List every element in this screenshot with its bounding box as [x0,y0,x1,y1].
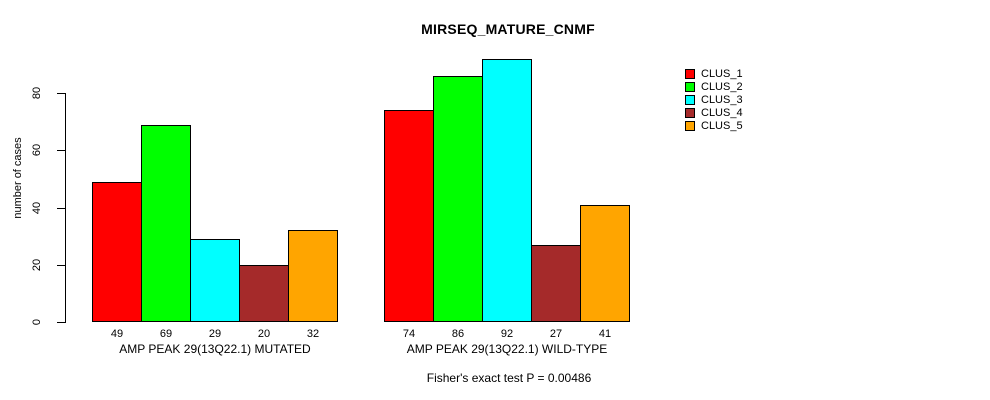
x-axis-category-label: AMP PEAK 29(13Q22.1) WILD-TYPE [406,342,608,356]
legend-swatch-clus_2 [685,82,695,92]
bar-value-label: 74 [402,328,416,340]
y-axis-tick [57,208,65,209]
legend-item-clus_4: CLUS_4 [685,107,795,120]
y-axis-line [65,93,66,323]
bar-clus_3-group2 [482,58,532,322]
y-axis-label: number of cases [12,137,24,219]
bar-clus_2-group2 [433,75,483,322]
bar-clus_2-group1 [141,124,191,322]
bar-value-label: 69 [159,328,173,340]
y-axis-tick-label: 40 [31,201,43,215]
legend-item-clus_5: CLUS_5 [685,120,795,133]
y-axis-tick [57,265,65,266]
bar-value-label: 92 [500,328,514,340]
fisher-test-annotation: Fisher's exact test P = 0.00486 [426,371,592,385]
bar-clus_4-group1 [239,264,289,323]
y-axis-tick [57,93,65,94]
legend-swatch-clus_3 [685,95,695,105]
bar-value-label: 32 [306,328,320,340]
legend-swatch-clus_1 [685,69,695,79]
bar-clus_5-group2 [580,204,630,322]
legend-label: CLUS_2 [701,81,743,93]
x-axis-category-label: AMP PEAK 29(13Q22.1) MUTATED [119,342,311,356]
bar-clus_3-group1 [190,239,240,322]
bar-value-label: 29 [208,328,222,340]
legend-label: CLUS_3 [701,94,743,106]
legend-label: CLUS_1 [701,68,743,80]
legend-swatch-clus_4 [685,108,695,118]
y-axis-tick-label: 60 [31,143,43,157]
chart-title: MIRSEQ_MATURE_CNMF [421,21,595,37]
y-axis-tick [57,150,65,151]
y-axis-tick-label: 80 [31,86,43,100]
bar-value-label: 49 [110,328,124,340]
y-axis-tick-label: 0 [31,318,43,326]
legend-label: CLUS_5 [701,120,743,132]
bar-value-label: 86 [451,328,465,340]
legend-swatch-clus_5 [685,121,695,131]
bar-clus_4-group2 [531,244,581,322]
bar-clus_1-group1 [92,181,142,322]
legend-item-clus_3: CLUS_3 [685,94,795,107]
y-axis-tick-label: 20 [31,258,43,272]
legend-item-clus_2: CLUS_2 [685,81,795,94]
y-axis-tick [57,322,65,323]
bar-clus_5-group1 [288,230,338,322]
bar-value-label: 41 [598,328,612,340]
legend-label: CLUS_4 [701,107,743,119]
bar-value-label: 27 [549,328,563,340]
bar-clus_1-group2 [384,110,434,322]
legend-item-clus_1: CLUS_1 [685,68,795,81]
bar-value-label: 20 [257,328,271,340]
